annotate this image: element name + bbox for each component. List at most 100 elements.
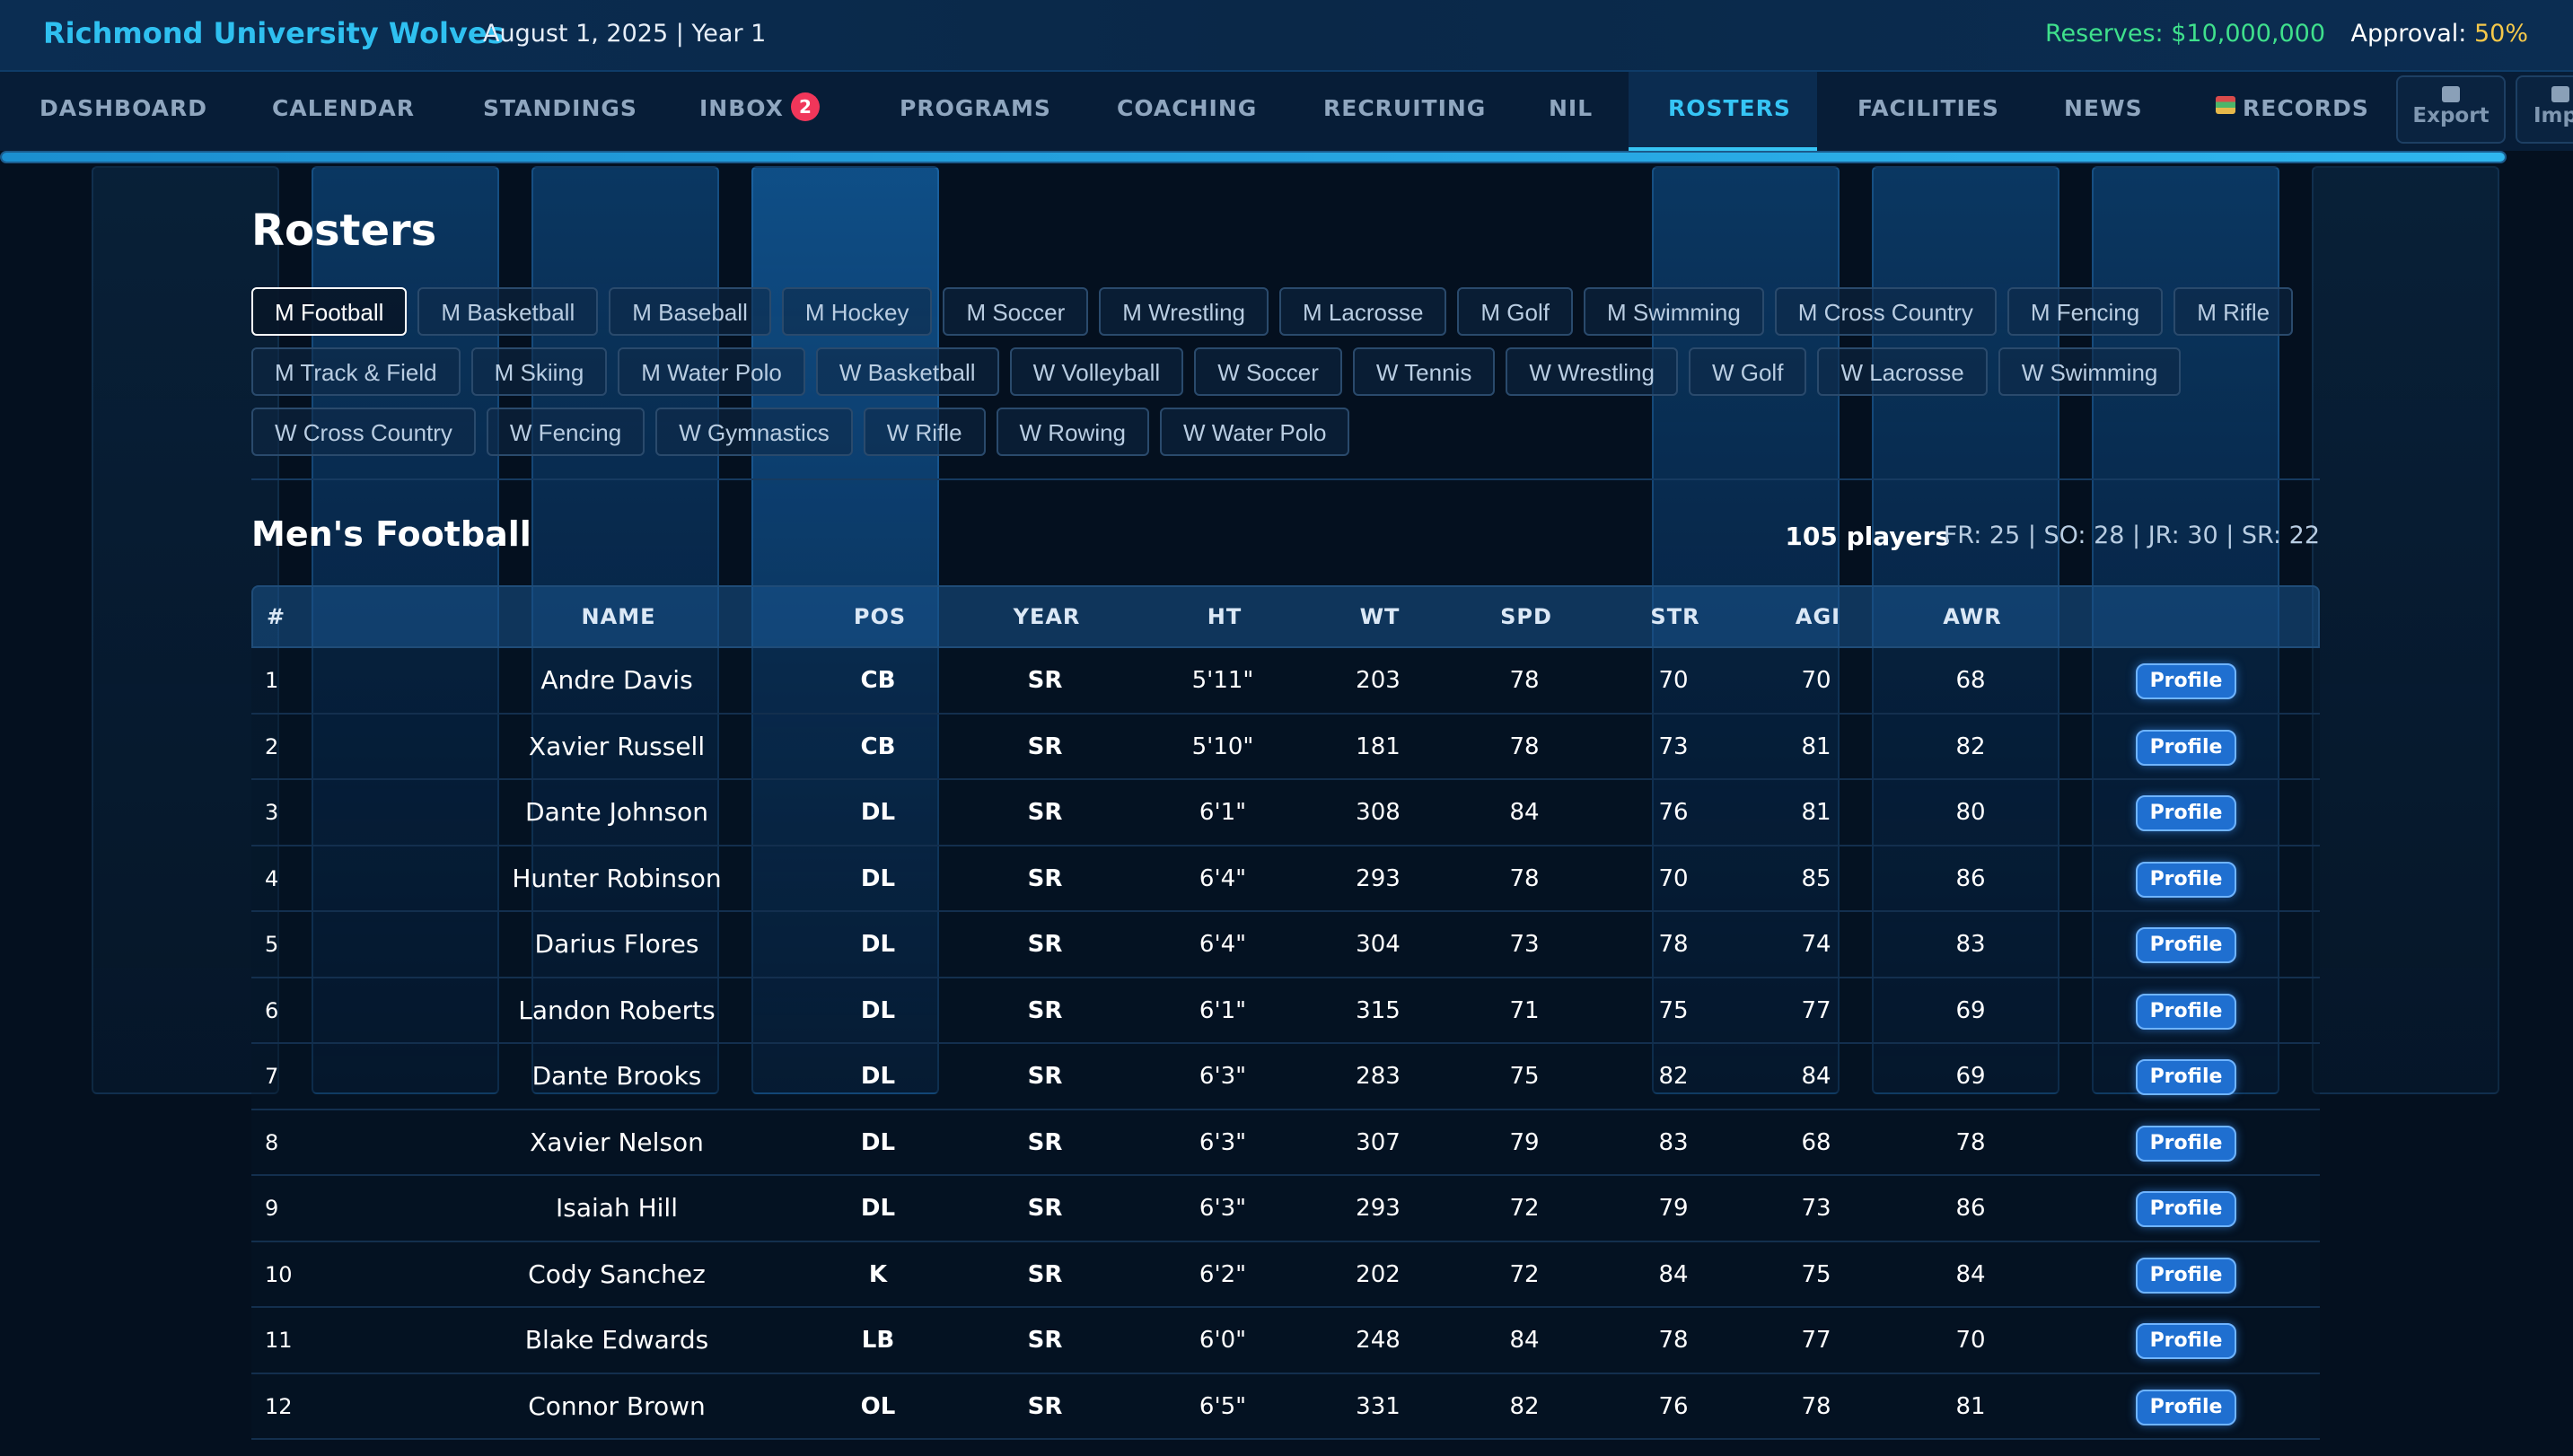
column-header-year[interactable]: YEAR [1013,604,1081,629]
sport-chip-m-cross-country[interactable]: M Cross Country [1774,287,1997,336]
table-row[interactable]: 2 Xavier Russell CB SR 5'10" 181 78 73 81 82 Profi… [251,714,2320,780]
top-bar: Richmond University Wolves August 1, 202… [0,0,2573,72]
profile-button[interactable]: Profile [2136,663,2236,699]
cell-agi: 75 [1801,1260,1831,1288]
sport-chip-w-volleyball[interactable]: W Volleyball [1009,347,1184,396]
profile-button[interactable]: Profile [2136,1125,2236,1162]
roster-title: Men's Football [251,514,531,554]
cell-agi: 78 [1801,1392,1831,1420]
sport-chip-m-football[interactable]: M Football [251,287,408,336]
nav-records[interactable]: RECORDS [2176,72,2409,151]
table-row[interactable]: 12 Connor Brown OL SR 6'5" 331 82 76 78 81 Profile [251,1373,2320,1440]
table-row[interactable]: 6 Landon Roberts DL SR 6'1" 315 71 75 77 69 Profil… [251,978,2320,1044]
sport-chip-m-golf[interactable]: M Golf [1457,287,1573,336]
sport-chip-w-basketball[interactable]: W Basketball [815,347,999,396]
column-header-pos[interactable]: POS [853,604,907,629]
sport-chip-w-rifle[interactable]: W Rifle [863,408,986,456]
nav-calendar[interactable]: CALENDAR [272,95,415,121]
cell-awr: 70 [1955,1327,1986,1354]
school-name: Richmond University Wolves [43,16,505,50]
sport-chip-w-wrestling[interactable]: W Wrestling [1506,347,1678,396]
nav-news[interactable]: NEWS [2064,95,2143,121]
sport-chip-m-soccer[interactable]: M Soccer [943,287,1089,336]
profile-button[interactable]: Profile [2136,1323,2236,1359]
cell-ht: 6'3" [1199,1128,1247,1156]
table-row[interactable]: 10 Cody Sanchez K SR 6'2" 202 72 84 75 84 Profile [251,1241,2320,1308]
column-header-agi[interactable]: AGI [1795,604,1841,629]
sport-chip-w-water-polo[interactable]: W Water Polo [1160,408,1350,456]
nav-rosters[interactable]: ROSTERS [1629,72,1817,151]
sport-chip-w-cross-country[interactable]: W Cross Country [251,408,476,456]
table-row[interactable]: 5 Darius Flores DL SR 6'4" 304 73 78 74 83 Profile [251,912,2320,978]
nav-coaching[interactable]: COACHING [1117,95,1258,121]
sport-chip-m-basketball[interactable]: M Basketball [417,287,599,336]
table-row[interactable]: 8 Xavier Nelson DL SR 6'3" 307 79 83 68 78 Profile [251,1110,2320,1176]
sport-chip-m-wrestling[interactable]: M Wrestling [1099,287,1269,336]
cell-spd: 82 [1509,1392,1540,1420]
profile-button[interactable]: Profile [2136,729,2236,766]
column-header-number[interactable]: # [267,604,286,629]
cell-spd: 78 [1509,667,1540,694]
sport-chip-w-golf[interactable]: W Golf [1688,347,1807,396]
profile-button[interactable]: Profile [2136,861,2236,898]
cell-year: SR [1027,1063,1063,1090]
profile-button[interactable]: Profile [2136,795,2236,831]
table-row[interactable]: 4 Hunter Robinson DL SR 6'4" 293 78 70 85 86 Profi… [251,846,2320,912]
column-header-spd[interactable]: SPD [1500,604,1552,629]
table-row[interactable]: 3 Dante Johnson DL SR 6'1" 308 84 76 81 80 Profile [251,780,2320,846]
nav-nil[interactable]: NIL [1549,95,1594,121]
column-header-wt[interactable]: WT [1359,604,1401,629]
sport-chip-m-hockey[interactable]: M Hockey [781,287,933,336]
cell-spd: 78 [1509,732,1540,760]
sport-chip-w-gymnastics[interactable]: W Gymnastics [655,408,853,456]
sport-chip-w-soccer[interactable]: W Soccer [1194,347,1342,396]
profile-button[interactable]: Profile [2136,1191,2236,1227]
sport-chip-w-rowing[interactable]: W Rowing [996,408,1150,456]
profile-button[interactable]: Profile [2136,993,2236,1030]
sport-chip-m-water-polo[interactable]: M Water Polo [618,347,805,396]
nav-dashboard[interactable]: DASHBOARD [40,95,208,121]
sport-chip-w-lacrosse[interactable]: W Lacrosse [1817,347,1988,396]
cell-agi: 77 [1801,1327,1831,1354]
sport-chip-m-fencing[interactable]: M Fencing [2007,287,2164,336]
profile-button[interactable]: Profile [2136,927,2236,963]
cell-spd: 84 [1509,1327,1540,1354]
nav-facilities[interactable]: FACILITIES [1857,95,1999,121]
cell-agi: 74 [1801,931,1831,958]
cell-agi: 84 [1801,1063,1831,1090]
sport-chip-m-baseball[interactable]: M Baseball [609,287,771,336]
nav-inbox[interactable]: INBOX 2 [660,72,859,151]
sport-chip-m-track-field[interactable]: M Track & Field [251,347,461,396]
column-header-str[interactable]: STR [1650,604,1700,629]
import-button[interactable]: Imp [2516,75,2573,144]
sport-chip-w-fencing[interactable]: W Fencing [486,408,645,456]
sport-chip-w-tennis[interactable]: W Tennis [1352,347,1496,396]
sport-chip-m-lacrosse[interactable]: M Lacrosse [1279,287,1447,336]
sport-chip-row: M Football M Basketball M Baseball M Hockey… [251,287,2304,338]
table-row[interactable]: 1 Andre Davis CB SR 5'11" 203 78 70 70 68 Profile [251,648,2320,715]
approval-value: 50% [2473,20,2528,48]
cell-str: 70 [1658,864,1689,892]
export-button[interactable]: Export [2396,75,2506,144]
column-header-awr[interactable]: AWR [1943,604,2002,629]
table-row[interactable]: 11 Blake Edwards LB SR 6'0" 248 84 78 77 70 Profil… [251,1308,2320,1374]
nav-programs[interactable]: PROGRAMS [900,95,1051,121]
sport-chip-m-rifle[interactable]: M Rifle [2173,287,2294,336]
sport-chip-m-swimming[interactable]: M Swimming [1584,287,1764,336]
cell-wt: 308 [1356,799,1401,826]
nav-recruiting[interactable]: RECRUITING [1323,95,1487,121]
profile-button[interactable]: Profile [2136,1059,2236,1095]
cell-spd: 71 [1509,996,1540,1024]
nav-standings[interactable]: STANDINGS [483,95,637,121]
cell-awr: 78 [1955,1128,1986,1156]
profile-button[interactable]: Profile [2136,1389,2236,1425]
cell-pos: CB [860,667,896,694]
cell-number: 5 [265,932,279,957]
table-row[interactable]: 7 Dante Brooks DL SR 6'3" 283 75 82 84 69 Profile [251,1044,2320,1110]
sport-chip-w-swimming[interactable]: W Swimming [1998,347,2182,396]
column-header-ht[interactable]: HT [1207,604,1243,629]
column-header-name[interactable]: NAME [581,604,656,629]
table-row[interactable]: 9 Isaiah Hill DL SR 6'3" 293 72 79 73 86 Profile [251,1176,2320,1242]
sport-chip-m-skiing[interactable]: M Skiing [470,347,608,396]
profile-button[interactable]: Profile [2136,1257,2236,1294]
